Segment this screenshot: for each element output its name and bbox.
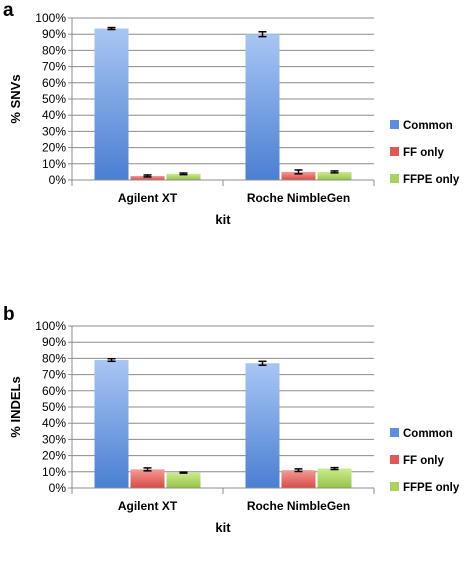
legend-label: FFPE only — [403, 482, 460, 494]
bar-ffpe-only — [317, 171, 352, 180]
y-tick-label: 90% — [42, 27, 66, 41]
y-tick-label: 90% — [42, 335, 66, 349]
y-axis-title: % SNVs — [8, 74, 23, 123]
bar-common — [94, 28, 129, 181]
y-tick-label: 10% — [42, 465, 66, 479]
y-tick-label: 50% — [42, 92, 66, 106]
y-tick-label: 70% — [42, 60, 66, 74]
y-tick-label: 20% — [42, 141, 66, 155]
bar-ffpe-only — [166, 472, 201, 488]
y-tick-label: 60% — [42, 384, 66, 398]
legend-swatch-ffpe-only — [390, 174, 399, 183]
bar-common — [245, 34, 280, 181]
bar-ffpe-only — [166, 173, 201, 180]
panel-letter: a — [3, 0, 14, 21]
y-tick-label: 80% — [42, 351, 66, 365]
x-axis-title: kit — [215, 520, 231, 535]
legend-label: FF only — [403, 147, 444, 159]
y-tick-label: 0% — [49, 481, 67, 495]
x-category-label: Agilent XT — [118, 191, 178, 205]
legend-label: Common — [403, 428, 453, 440]
bar-common — [94, 360, 129, 488]
legend-label: Common — [403, 120, 453, 132]
x-category-label: Roche NimbleGen — [247, 499, 350, 513]
bar-ff-only — [130, 175, 165, 180]
y-tick-label: 20% — [42, 449, 66, 463]
y-tick-label: 40% — [42, 416, 66, 430]
y-tick-label: 70% — [42, 368, 66, 382]
y-tick-label: 0% — [49, 173, 67, 187]
y-tick-label: 60% — [42, 76, 66, 90]
legend-swatch-ff-only — [390, 147, 399, 156]
y-tick-label: 40% — [42, 108, 66, 122]
legend-swatch-ffpe-only — [390, 482, 399, 491]
bar-common — [245, 363, 280, 488]
chart-panel-b: b 0% 10% 20% 30% 40% 50% 60% 70% 80% 90% 100% Agilen… — [3, 304, 460, 535]
bar-ffpe-only — [317, 468, 352, 488]
y-tick-label: 100% — [35, 11, 66, 25]
y-tick-label: 100% — [35, 319, 66, 333]
y-tick-label: 30% — [42, 124, 66, 138]
legend-swatch-ff-only — [390, 455, 399, 464]
bar-ff-only — [281, 470, 316, 488]
bar-ff-only — [130, 469, 165, 488]
bar-ff-only — [281, 171, 316, 180]
panel-letter: b — [3, 304, 15, 325]
x-axis-title: kit — [215, 212, 231, 227]
x-category-label: Roche NimbleGen — [247, 191, 350, 205]
legend-swatch-common — [390, 120, 399, 129]
x-category-label: Agilent XT — [118, 499, 178, 513]
y-tick-label: 10% — [42, 157, 66, 171]
y-tick-label: 50% — [42, 400, 66, 414]
y-tick-label: 80% — [42, 43, 66, 57]
y-axis-title: % INDELs — [8, 376, 23, 437]
y-tick-label: 30% — [42, 432, 66, 446]
chart-panel-a: a 0% 10% 20% 30% 40% 50% 60% 70% 80% 90% 100% Agilen… — [3, 0, 460, 227]
legend-label: FFPE only — [403, 174, 460, 186]
legend-label: FF only — [403, 455, 444, 467]
legend-swatch-common — [390, 428, 399, 437]
